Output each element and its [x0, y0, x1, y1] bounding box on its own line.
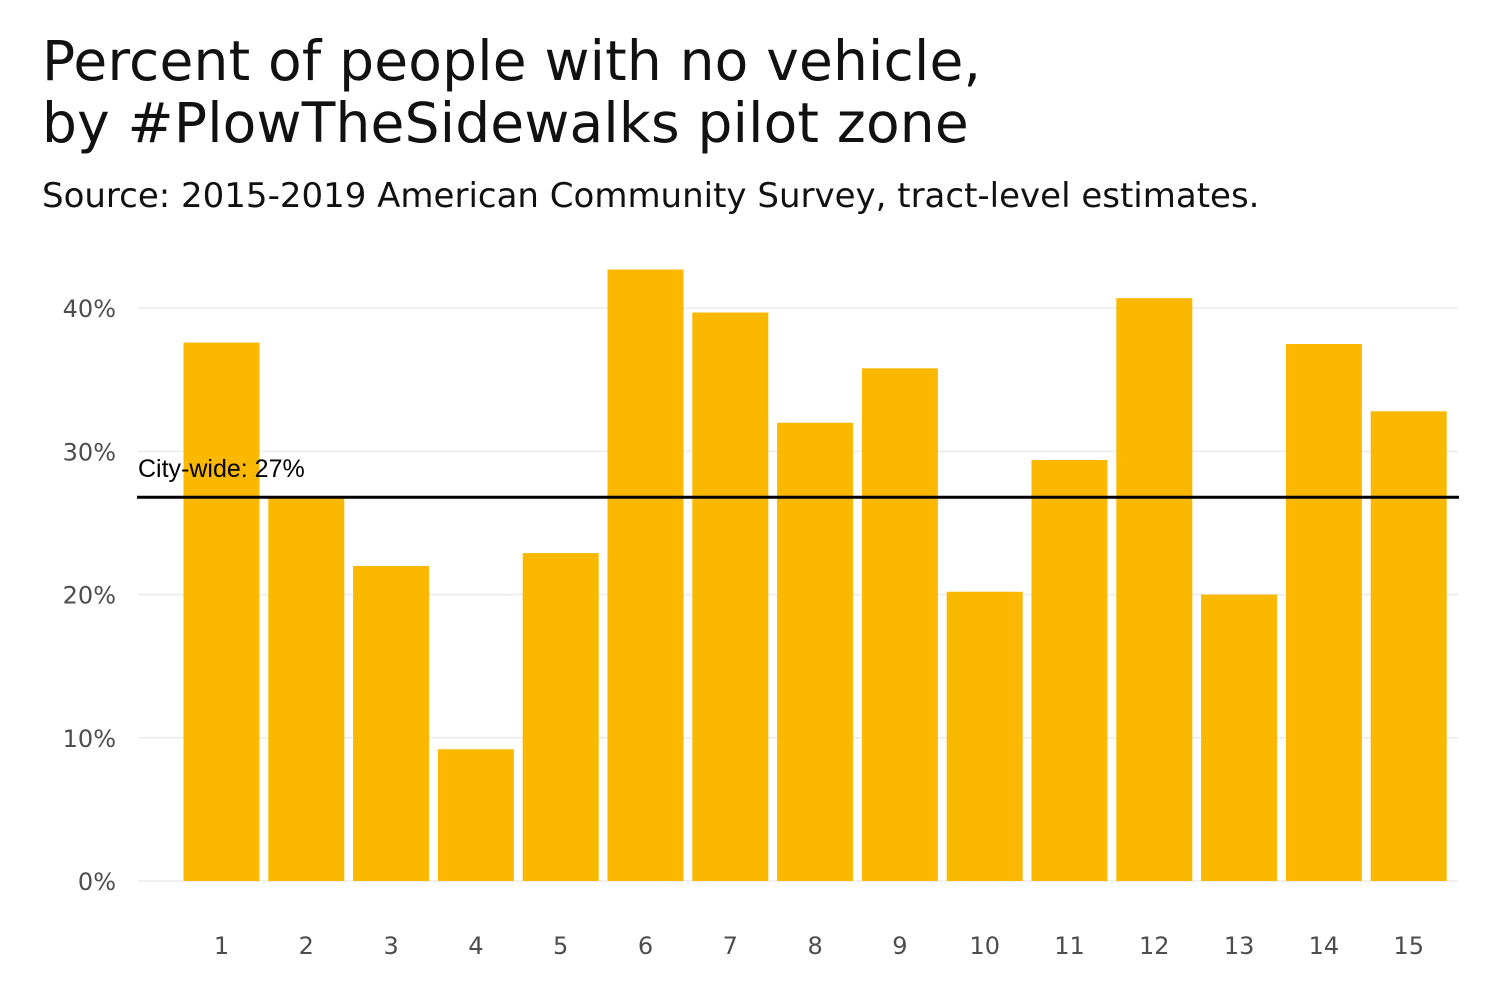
- y-tick-label: 40%: [63, 295, 116, 323]
- x-axis: 1 2 3 4 5 6 7 8 9 10 11 12 13 14 15: [214, 932, 1424, 960]
- y-axis: 0% 10% 20% 30% 40%: [63, 295, 116, 896]
- bar-zone-8: [777, 422, 854, 881]
- bar-zone-2: [268, 497, 345, 881]
- bars: [183, 269, 1447, 882]
- x-tick-label: 14: [1309, 932, 1340, 960]
- chart-title: Percent of people with no vehicle, by #P…: [42, 30, 981, 154]
- x-tick-label: 6: [638, 932, 653, 960]
- bar-zone-13: [1201, 594, 1278, 881]
- chart-subtitle: Source: 2015-2019 American Community Sur…: [42, 176, 1260, 216]
- bar-zone-11: [1031, 459, 1108, 881]
- bar-zone-7: [692, 312, 769, 882]
- x-tick-label: 11: [1054, 932, 1085, 960]
- bar-zone-10: [946, 591, 1023, 881]
- reference-line-group: City-wide: 27%: [137, 455, 1459, 499]
- bar-zone-3: [353, 565, 430, 881]
- bar-zone-5: [522, 553, 599, 881]
- x-tick-label: 4: [468, 932, 483, 960]
- bar-zone-12: [1116, 298, 1193, 881]
- x-tick-label: 8: [807, 932, 822, 960]
- city-wide-reference-label: City-wide: 27%: [138, 455, 305, 483]
- x-tick-label: 9: [892, 932, 907, 960]
- x-tick-label: 5: [553, 932, 568, 960]
- y-tick-label: 0%: [78, 868, 116, 896]
- x-tick-label: 3: [383, 932, 398, 960]
- bar-zone-1: [183, 342, 260, 881]
- y-tick-label: 10%: [63, 725, 116, 753]
- x-tick-label: 13: [1224, 932, 1255, 960]
- y-tick-label: 20%: [63, 582, 116, 610]
- chart-title-line-2: by #PlowTheSidewalks pilot zone: [42, 91, 969, 155]
- x-tick-label: 10: [969, 932, 1000, 960]
- x-tick-label: 7: [723, 932, 738, 960]
- x-tick-label: 2: [299, 932, 314, 960]
- bar-zone-14: [1285, 344, 1362, 881]
- bar-zone-9: [861, 368, 938, 881]
- bar-zone-15: [1370, 411, 1447, 881]
- x-tick-label: 12: [1139, 932, 1170, 960]
- y-tick-label: 30%: [63, 438, 116, 466]
- chart-title-line-1: Percent of people with no vehicle,: [42, 29, 982, 93]
- x-tick-label: 15: [1393, 932, 1424, 960]
- x-tick-label: 1: [214, 932, 229, 960]
- bar-zone-4: [437, 749, 514, 881]
- bar-zone-6: [607, 269, 684, 881]
